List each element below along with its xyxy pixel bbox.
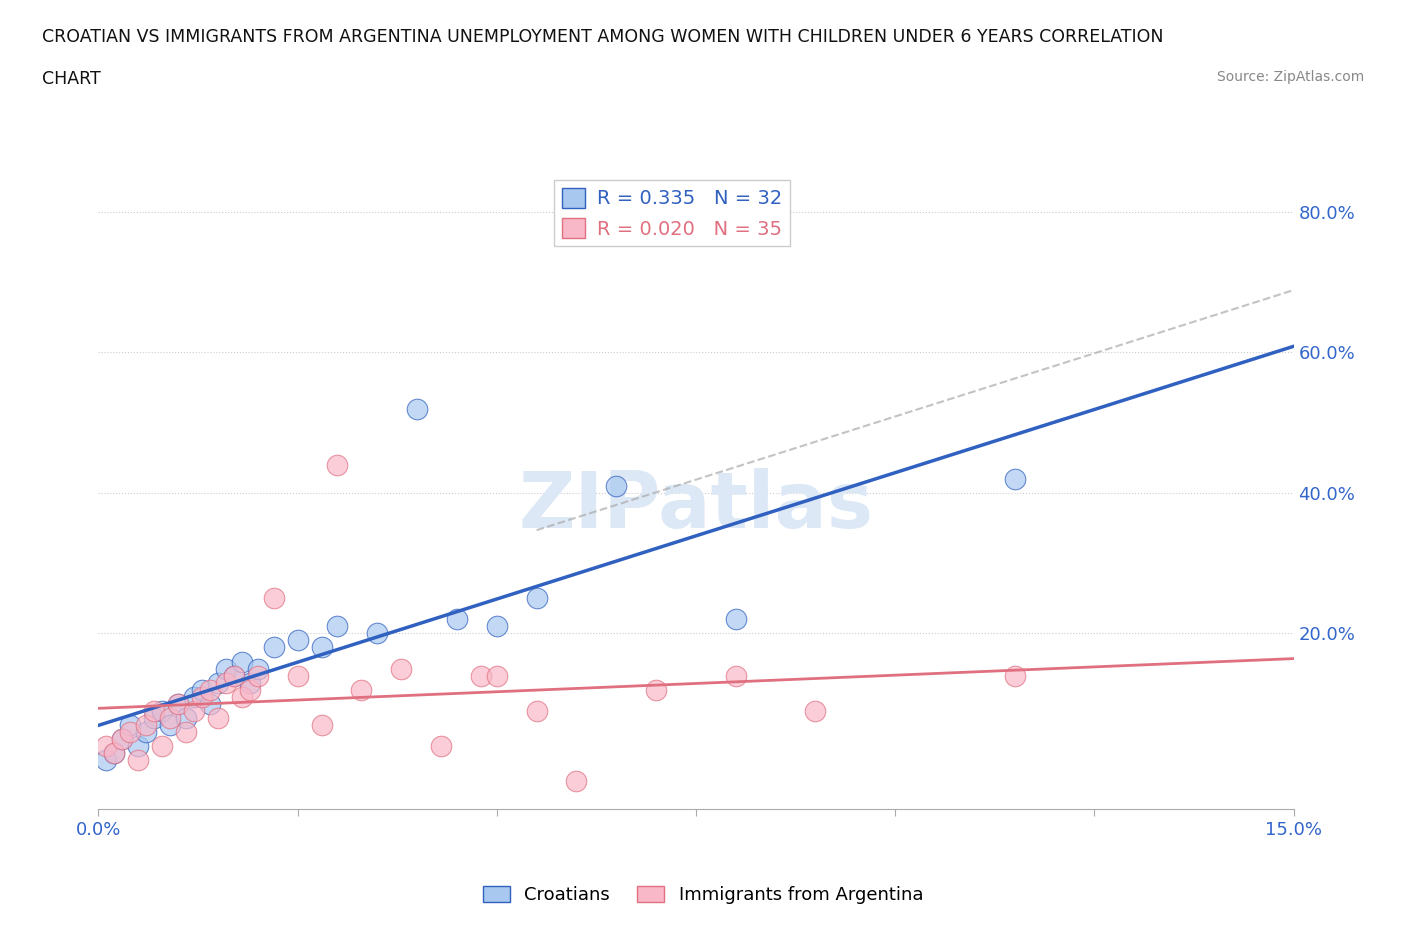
Point [311, 640, 333, 655]
Point [159, 717, 181, 732]
Point [326, 619, 349, 634]
Point [287, 633, 309, 648]
Point [406, 401, 429, 416]
Point [143, 703, 166, 718]
Point [215, 675, 238, 690]
Point [724, 612, 747, 627]
Point [645, 683, 668, 698]
Point [239, 675, 262, 690]
Point [183, 689, 205, 704]
Point [198, 697, 221, 711]
Point [485, 668, 508, 683]
Point [246, 668, 269, 683]
Point [96, 738, 118, 753]
Point [724, 668, 747, 683]
Text: ZIPatlas: ZIPatlas [519, 468, 873, 543]
Point [222, 668, 245, 683]
Point [150, 738, 173, 753]
Point [350, 683, 373, 698]
Point [231, 654, 253, 669]
Point [120, 717, 142, 732]
Point [207, 711, 229, 725]
Point [96, 752, 118, 767]
Point [470, 668, 492, 683]
Point [231, 689, 253, 704]
Point [526, 703, 548, 718]
Point [1004, 668, 1026, 683]
Point [526, 591, 548, 605]
Point [198, 683, 221, 698]
Point [111, 731, 134, 746]
Point [120, 724, 142, 739]
Point [222, 668, 245, 683]
Text: CROATIAN VS IMMIGRANTS FROM ARGENTINA UNEMPLOYMENT AMONG WOMEN WITH CHILDREN UND: CROATIAN VS IMMIGRANTS FROM ARGENTINA UN… [42, 28, 1164, 46]
Point [246, 661, 269, 676]
Point [366, 626, 388, 641]
Point [804, 703, 827, 718]
Point [174, 724, 197, 739]
Point [605, 478, 627, 493]
Point [207, 675, 229, 690]
Point [565, 774, 588, 789]
Point [430, 738, 453, 753]
Point [215, 661, 238, 676]
Point [311, 717, 333, 732]
Point [1004, 472, 1026, 486]
Point [135, 717, 157, 732]
Point [287, 668, 309, 683]
Point [485, 619, 508, 634]
Point [127, 738, 149, 753]
Point [191, 689, 214, 704]
Point [150, 703, 173, 718]
Point [191, 683, 214, 698]
Point [167, 697, 190, 711]
Text: Source: ZipAtlas.com: Source: ZipAtlas.com [1216, 70, 1364, 84]
Point [103, 746, 125, 761]
Point [111, 731, 134, 746]
Point [174, 711, 197, 725]
Point [263, 591, 285, 605]
Point [239, 683, 262, 698]
Text: CHART: CHART [42, 70, 101, 87]
Legend: R = 0.335   N = 32, R = 0.020   N = 35: R = 0.335 N = 32, R = 0.020 N = 35 [554, 180, 790, 246]
Point [103, 746, 125, 761]
Point [263, 640, 285, 655]
Legend: Croatians, Immigrants from Argentina: Croatians, Immigrants from Argentina [475, 879, 931, 911]
Point [167, 697, 190, 711]
Point [446, 612, 468, 627]
Point [127, 752, 149, 767]
Point [389, 661, 412, 676]
Point [159, 711, 181, 725]
Point [326, 458, 349, 472]
Point [183, 703, 205, 718]
Point [135, 724, 157, 739]
Point [143, 711, 166, 725]
